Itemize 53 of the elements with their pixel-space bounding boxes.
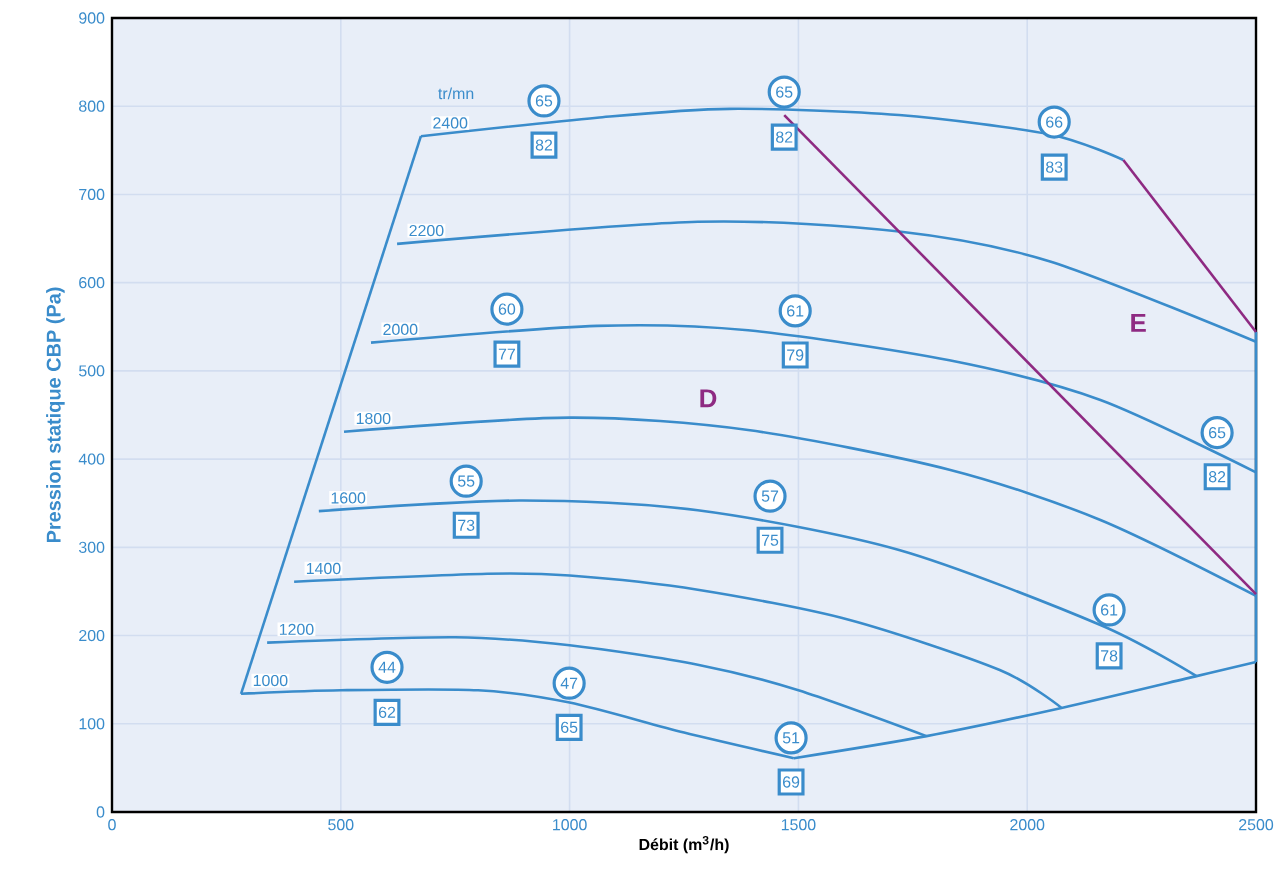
y-axis-title: Pression statique CBP (Pa) <box>46 287 65 543</box>
annotation: 62 <box>378 706 396 718</box>
annotation: 82 <box>776 131 793 143</box>
y-tick-label: 0 <box>96 806 105 818</box>
x-tick-label: 2000 <box>1010 819 1045 831</box>
annotation: 82 <box>1208 471 1226 483</box>
annotation: 75 <box>761 534 779 546</box>
annotation: 78 <box>1101 650 1118 662</box>
annotation: 65 <box>1209 427 1226 439</box>
y-tick-label: 400 <box>78 453 105 465</box>
series-label: 1000 <box>253 674 288 687</box>
annotation: 66 <box>1046 116 1063 128</box>
series-label: 1600 <box>331 492 366 504</box>
y-tick-label: 900 <box>79 12 105 24</box>
series-label: 2200 <box>409 224 444 237</box>
y-tick-label: 500 <box>78 365 105 377</box>
annotation: 77 <box>498 348 515 360</box>
annotation: 51 <box>782 732 800 744</box>
annotation: 60 <box>498 303 516 315</box>
series-label: 2000 <box>383 323 418 336</box>
annotation: 44 <box>378 661 396 673</box>
annotation: E <box>1131 313 1146 332</box>
y-tick-label: 300 <box>78 541 105 553</box>
annotation: D <box>700 389 717 408</box>
x-tick-label: 2500 <box>1239 819 1274 831</box>
series-label: 1400 <box>306 562 341 575</box>
y-tick-label: 200 <box>79 629 105 642</box>
x-axis-title: Débit (m$^{3}$/h) <box>639 836 729 854</box>
annotation: 65 <box>535 95 553 107</box>
x-tick-label: 1000 <box>553 819 587 831</box>
annotation: 55 <box>457 475 475 487</box>
series-label: 1200 <box>279 623 314 636</box>
series-label: 2400 <box>433 117 468 129</box>
y-tick-label: 700 <box>79 188 105 201</box>
y-tick-label: 600 <box>79 277 105 289</box>
annotation: tr/mn <box>438 87 474 100</box>
annotation: 83 <box>1046 161 1063 173</box>
annotation: 69 <box>783 776 800 788</box>
x-tick-label: 500 <box>328 819 354 831</box>
annotation: 79 <box>787 349 804 361</box>
y-tick-label: 100 <box>79 718 105 730</box>
annotation: 61 <box>1101 604 1118 616</box>
x-tick-label: 1500 <box>781 819 816 831</box>
annotation: 82 <box>535 139 553 151</box>
annotation: 57 <box>761 490 779 502</box>
y-tick-label: 800 <box>79 100 105 112</box>
annotation: 65 <box>776 86 793 98</box>
annotation: 61 <box>787 305 804 317</box>
x-tick-label: 0 <box>108 819 116 831</box>
annotation: 73 <box>458 519 475 531</box>
annotation: 65 <box>561 721 578 733</box>
series-label: 1800 <box>356 412 391 425</box>
annotation: 47 <box>560 677 578 689</box>
